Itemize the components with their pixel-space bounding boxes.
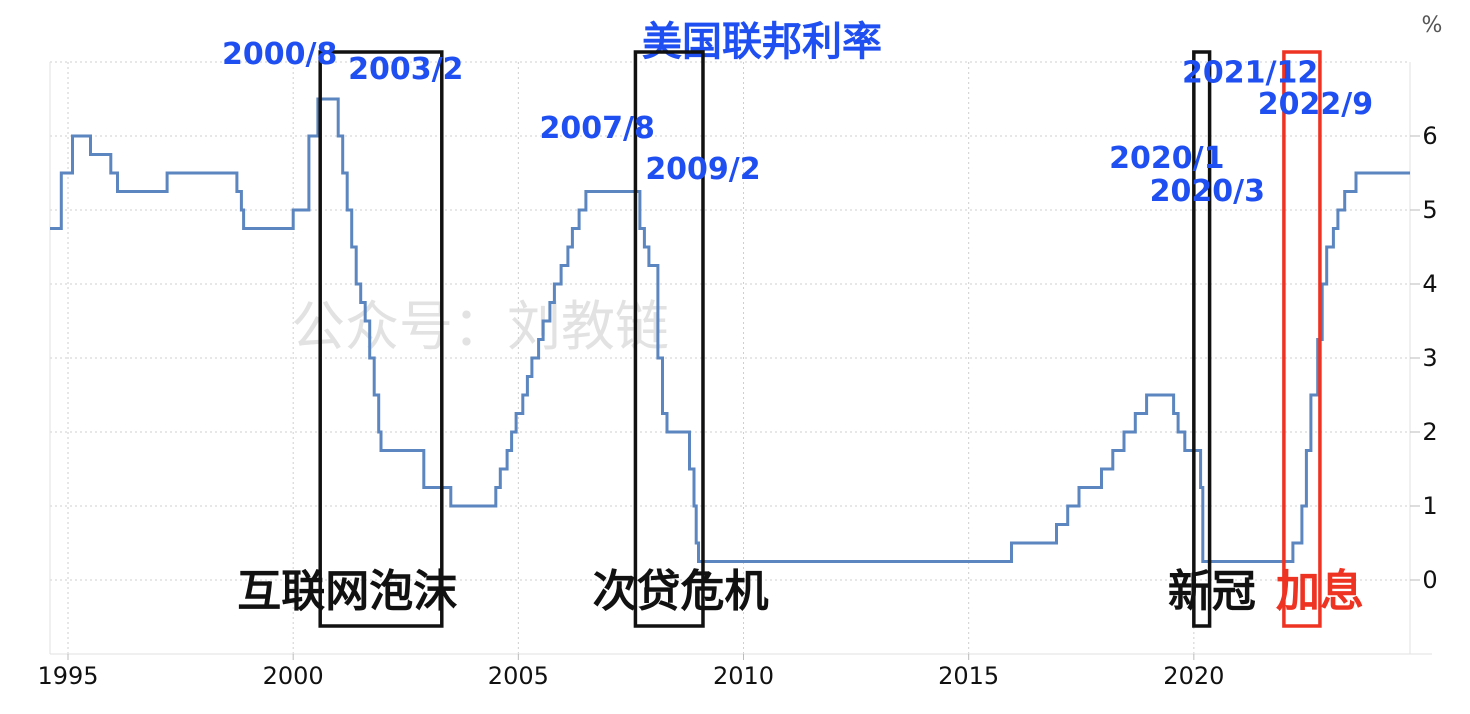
rate-series-line [50, 97, 1410, 563]
date-annotation: 2020/3 [1150, 174, 1265, 209]
y-tick-label: 2 [1422, 418, 1437, 446]
event-box-3 [1192, 50, 1212, 628]
y-tick-label: 0 [1422, 566, 1437, 594]
date-annotation: 2007/8 [539, 111, 654, 146]
date-annotation: 2020/1 [1109, 141, 1224, 176]
date-annotation: 2022/9 [1258, 87, 1373, 122]
event-label-3: 新冠 [1168, 566, 1256, 617]
y-tick-label: 1 [1422, 492, 1437, 520]
y-tick-label: 4 [1422, 270, 1437, 298]
date-annotation: 2009/2 [645, 152, 760, 187]
chart-title: 美国联邦利率 [642, 19, 882, 65]
x-tick-label: 2015 [938, 662, 999, 690]
axis-layer: 0 1 2 3 4 5 6 1995 2000 2005 2010 2015 2020 [37, 62, 1438, 690]
event-label-2: 次贷危机 [592, 566, 768, 617]
date-annotation: 2000/8 [222, 37, 337, 72]
x-tick-label: 2010 [713, 662, 774, 690]
event-box-4 [1282, 50, 1322, 628]
annotation-layer: 互联网泡沫 次贷危机 新冠 加息 2000/8 2003/2 2007/8 2009/2 202… [222, 37, 1373, 617]
series-layer [50, 97, 1410, 563]
y-axis-unit: % [1422, 13, 1443, 38]
grid-layer [50, 61, 1410, 654]
x-tick-label: 2005 [488, 662, 549, 690]
event-box-2 [633, 50, 705, 628]
x-tick-label: 1995 [37, 662, 98, 690]
y-tick-label: 3 [1422, 344, 1437, 372]
date-annotation: 2021/12 [1182, 56, 1318, 91]
watermark-text: 公众号：刘教链 [291, 295, 669, 358]
x-tick-label: 2000 [263, 662, 324, 690]
y-tick-label: 6 [1422, 122, 1437, 150]
x-tick-label: 2020 [1163, 662, 1224, 690]
event-box-layer [318, 50, 1322, 628]
event-box-1 [318, 50, 444, 628]
date-annotation: 2003/2 [348, 52, 463, 87]
y-tick-label: 5 [1422, 196, 1437, 224]
event-label-4: 加息 [1276, 566, 1364, 617]
event-label-1: 互联网泡沫 [237, 566, 457, 617]
